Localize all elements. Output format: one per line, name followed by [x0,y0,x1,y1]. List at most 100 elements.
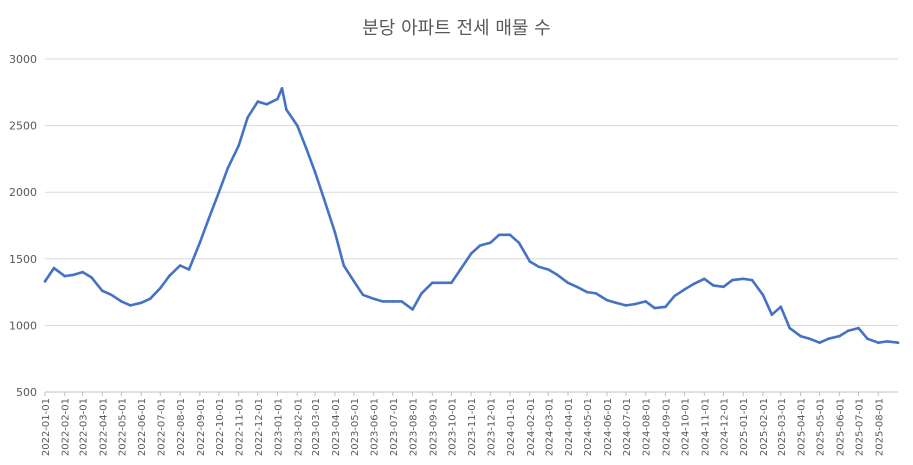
x-tick-label: 2022-07-01 [156,398,167,456]
data-point [866,337,869,341]
data-point [276,97,279,101]
gridlines [45,58,898,393]
x-tick-label: 2023-06-01 [370,398,381,456]
data-point [167,274,171,278]
data-point [575,285,579,289]
data-point [703,277,706,281]
data-point [827,337,830,341]
data-point [653,306,656,310]
x-tick-label: 2023-07-01 [389,398,400,456]
data-point [313,170,317,174]
x-tick-label: 2025-03-01 [777,398,788,456]
data-point [110,293,113,297]
y-tick-label: 1000 [9,319,37,332]
data-point [566,281,570,285]
data-point [439,281,443,285]
data-point [237,144,240,147]
data-point [148,297,152,301]
data-point [450,281,453,285]
data-point [722,285,725,289]
data-point [517,241,521,245]
data-point [896,341,900,345]
x-tick-label: 2022-11-01 [235,398,246,456]
data-point [322,197,326,201]
data-point [761,293,765,297]
x-tick-label: 2023-09-01 [428,398,439,456]
x-tick-label: 2024-08-01 [642,398,653,456]
y-tick-label: 500 [16,386,37,399]
data-point [372,297,376,301]
x-tick-label: 2023-12-01 [486,398,497,456]
data-point [333,230,337,234]
x-tick-label: 2024-02-01 [526,398,537,456]
data-point [72,273,75,277]
y-tick-label: 2000 [9,186,37,199]
data-point [400,300,404,303]
data-point [304,146,308,150]
x-tick-label: 2022-02-01 [61,398,72,456]
x-tick-label: 2024-06-01 [603,398,614,456]
data-point [633,302,637,306]
data-point [847,329,850,333]
data-point [683,288,686,291]
data-point [285,108,288,111]
data-point [469,252,473,255]
data-point [246,116,249,119]
data-point [459,268,462,271]
data-point [877,341,880,345]
x-tick-label: 2025-07-01 [855,398,866,456]
data-point [731,278,734,282]
x-tick-label: 2025-02-01 [759,398,770,456]
x-tick-label: 2022-10-01 [215,398,226,456]
x-tick-label: 2022-03-01 [79,398,90,456]
x-tick-label: 2023-01-01 [274,398,285,456]
data-point [547,268,550,271]
data-point [352,280,356,283]
data-point [198,241,202,245]
x-tick-label: 2025-08-01 [874,398,885,456]
data-point [381,300,384,303]
x-tick-label: 2025-01-01 [739,398,750,456]
data-point [90,276,93,279]
data-point [63,274,66,278]
data-point [741,277,745,281]
series-line [43,87,900,345]
x-tick-label: 2023-02-01 [293,398,304,456]
x-tick-label: 2025-05-01 [816,398,827,456]
x-tick-label: 2022-06-01 [137,398,148,456]
data-point [712,284,715,287]
data-point [81,270,84,274]
data-point [528,260,532,263]
x-tick-label: 2022-09-01 [196,398,207,456]
x-tick-label: 2023-04-01 [331,398,342,456]
y-tick-label: 2500 [9,120,37,133]
data-point [159,286,162,290]
x-tick-label: 2024-03-01 [544,398,555,456]
data-point [537,265,540,269]
x-tick-label: 2022-08-01 [176,398,187,456]
data-point [614,301,618,305]
data-point [411,308,414,311]
x-tick-label: 2024-09-01 [661,398,672,456]
chart-title: 분당 아파트 전세 매물 수 [362,18,551,39]
data-point [497,233,501,237]
y-tick-label: 1500 [9,253,37,266]
data-point [342,264,346,267]
x-axis: 2022-01-01 2022-02-01 2022-03-01 2022-04-01… [41,392,885,456]
x-tick-label: 2024-10-01 [681,398,692,456]
data-point [431,281,434,285]
data-point [226,166,230,170]
x-tick-label: 2022-05-01 [117,398,128,456]
x-tick-label: 2024-04-01 [564,398,575,456]
x-tick-label: 2022-01-01 [41,398,52,456]
data-point [857,326,860,330]
data-point [808,337,811,341]
data-point [750,278,754,282]
data-point [673,294,676,298]
data-point [644,300,647,303]
y-axis: 500 1000 1500 2000 2500 3000 [9,53,37,399]
data-point [217,190,221,194]
data-point [555,273,559,277]
data-point [256,100,260,103]
data-point [585,290,589,294]
